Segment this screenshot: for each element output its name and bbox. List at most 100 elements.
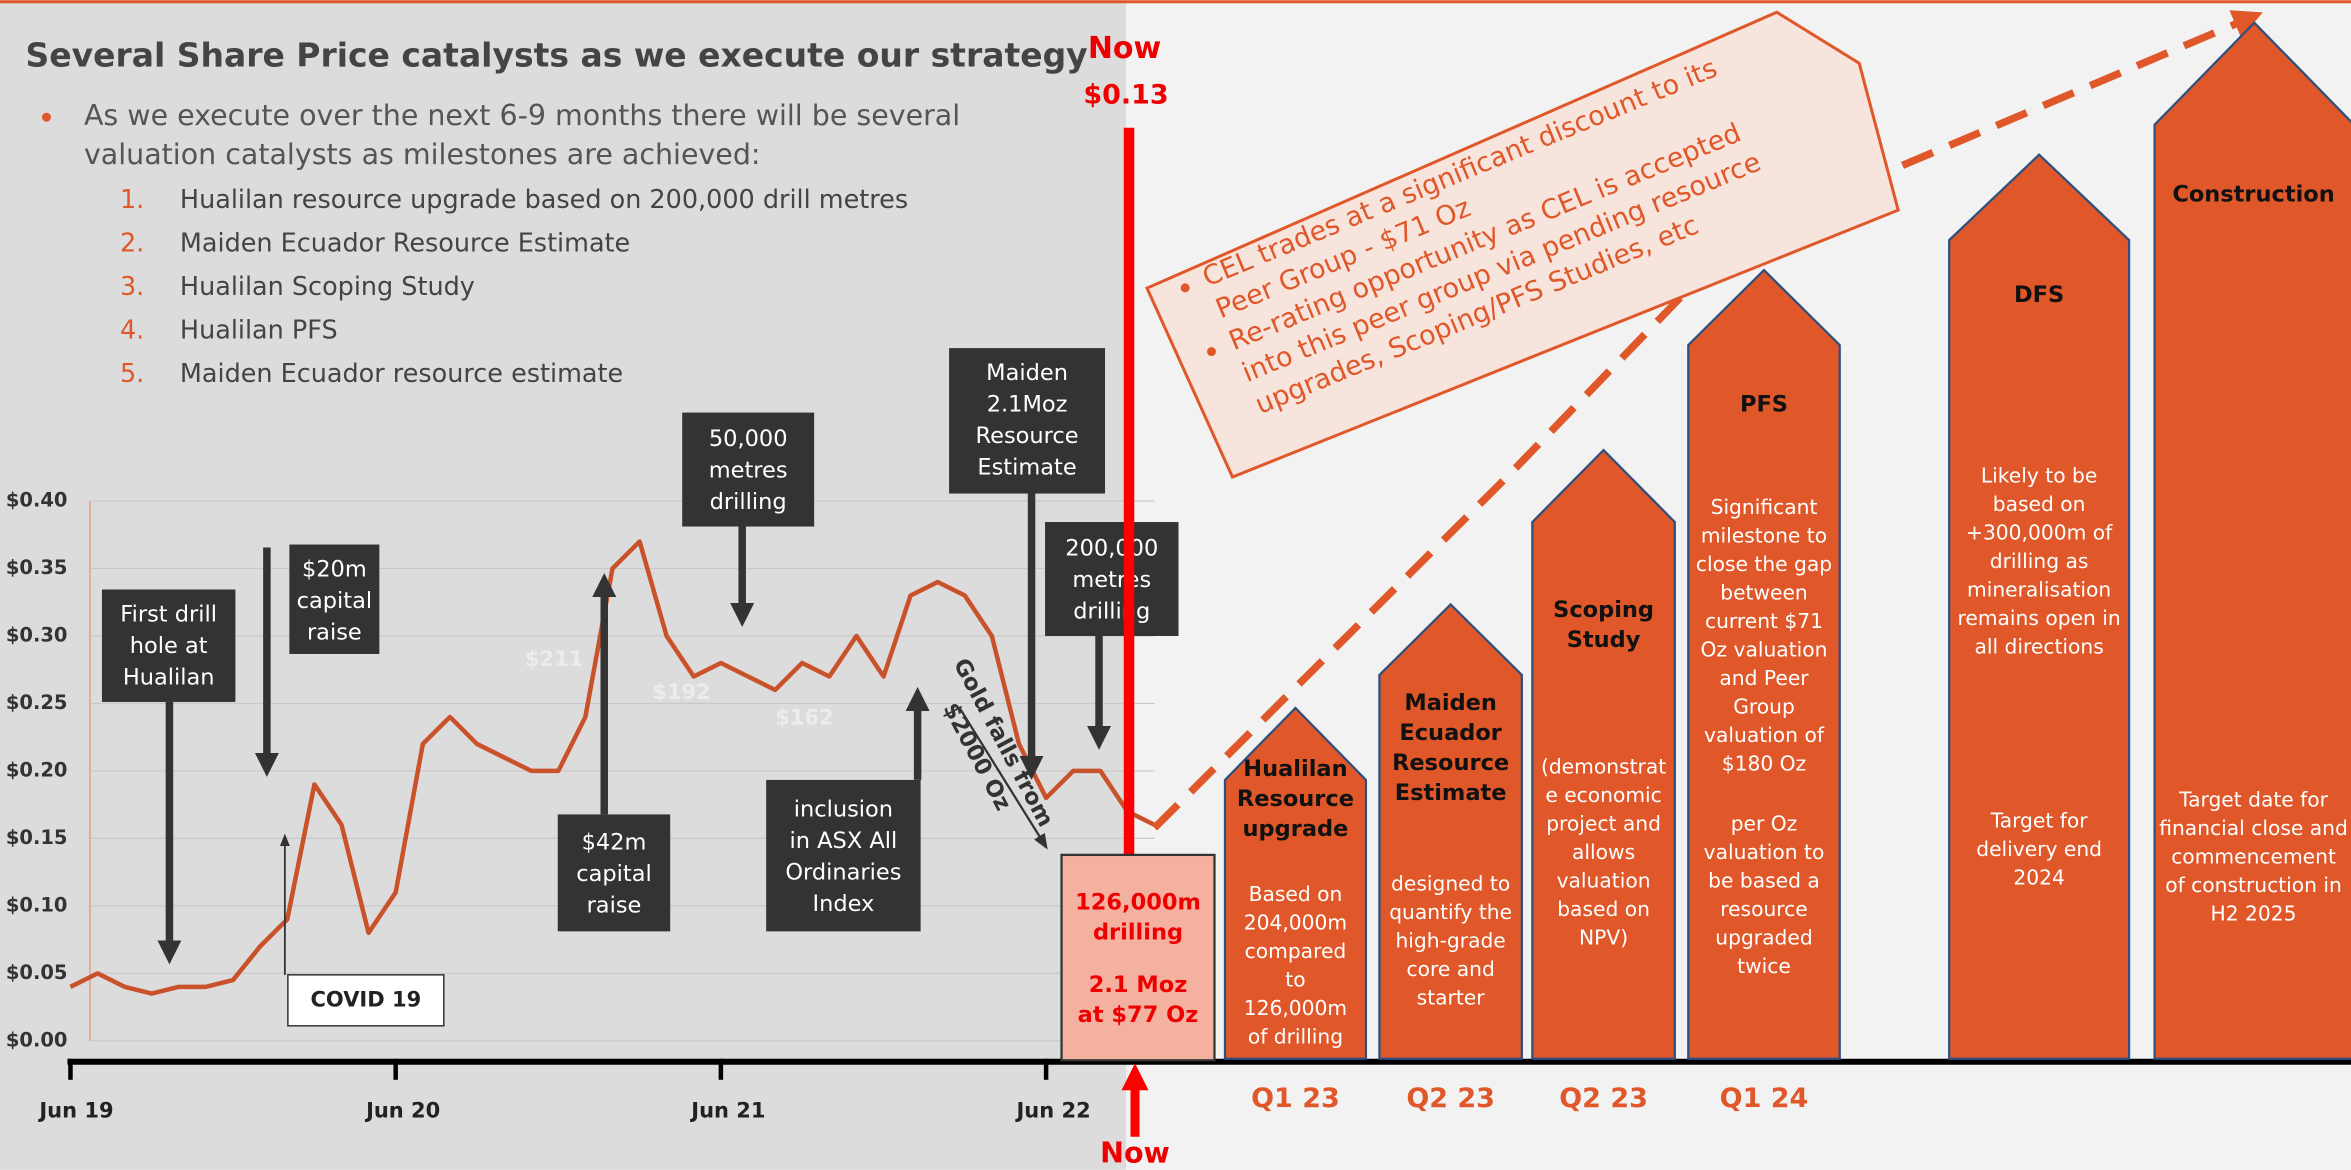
callout-bullet — [1180, 283, 1190, 293]
stage-desc: remains open in — [1958, 606, 2121, 630]
stage-arrow — [1948, 153, 2131, 1060]
stage-desc: and Peer — [1719, 666, 1809, 690]
callout-bullet — [1207, 347, 1217, 357]
stage-quarter: Q2 23 — [1559, 1083, 1648, 1114]
stage-quarter: Q2 23 — [1406, 1083, 1495, 1114]
stage-quarter: Q1 23 — [1251, 1083, 1340, 1114]
stage-desc: (demonstrat — [1541, 754, 1666, 778]
stage-desc: Target date for — [2178, 787, 2329, 811]
annotation-box — [101, 589, 236, 702]
stage-desc: current $71 — [1705, 609, 1823, 633]
stage-desc: +300,000m of — [1966, 521, 2113, 545]
box-text: drilling — [1093, 919, 1183, 945]
stage-desc: Target for — [1990, 808, 2089, 832]
item-text: Maiden Ecuador Resource Estimate — [180, 229, 630, 259]
annotation-text: 50,000 — [709, 426, 788, 452]
stage-desc: 204,000m — [1244, 910, 1347, 934]
stage-arrow — [1223, 706, 1368, 1060]
stage-desc: designed to — [1391, 871, 1510, 895]
annotation-text: Ordinaries — [785, 859, 901, 885]
faint-label: $211 — [525, 647, 583, 671]
stage-name: Ecuador — [1399, 720, 1502, 746]
bullet-dot — [41, 112, 51, 122]
stage-arrow — [1531, 448, 1676, 1060]
stage-name: Study — [1567, 627, 1641, 653]
annotation-text: capital — [576, 861, 652, 887]
annotation-box — [557, 814, 671, 932]
covid-box — [287, 974, 445, 1027]
item-text: Hualilan resource upgrade based on 200,0… — [180, 185, 908, 215]
annotation-text: Index — [812, 891, 874, 917]
stage-name: Hualilan — [1243, 756, 1347, 782]
annotation-box — [949, 348, 1106, 494]
y-tick-label: $0.30 — [6, 623, 68, 646]
stage-desc: resource — [1720, 897, 1808, 921]
y-tick-label: $0.25 — [6, 691, 68, 714]
y-tick-label: $0.40 — [6, 489, 68, 512]
covid-label: COVID 19 — [311, 987, 422, 1011]
stage-desc: 2024 — [2013, 865, 2064, 889]
annotation-text: Resource — [976, 423, 1079, 449]
stage-name: Resource — [1392, 750, 1509, 776]
stage-desc: drilling as — [1990, 549, 2089, 573]
bullet-text: As we execute over the next 6-9 months t… — [84, 99, 960, 132]
stage-arrow — [1687, 268, 1841, 1060]
stage-name: upgrade — [1243, 816, 1349, 842]
stage-name: Estimate — [1395, 780, 1507, 806]
price-line — [69, 539, 1156, 996]
stage-desc: Based on — [1249, 882, 1343, 906]
trend-arrow — [1760, 10, 2263, 229]
stage-desc: Significant — [1711, 495, 1818, 519]
now-top: Now — [1088, 31, 1161, 66]
drilling-box — [1060, 853, 1216, 1062]
stage-desc: valuation of — [1704, 723, 1825, 747]
stage-desc: H2 2025 — [2211, 901, 2297, 925]
annotation-text: Hualilan — [123, 664, 215, 690]
stage-quarter: Q1 24 — [1720, 1083, 1809, 1114]
annotation-text: raise — [587, 892, 642, 918]
annotation-text: First drill — [120, 601, 217, 627]
stage-desc: based on — [1993, 492, 2086, 516]
stage-desc: financial close and — [2159, 816, 2348, 840]
stage-desc: starter — [1417, 985, 1486, 1009]
stage-name: Construction — [2172, 182, 2334, 208]
annotation-text: inclusion — [794, 796, 893, 822]
annotation-box — [1045, 522, 1179, 636]
y-tick-label: $0.20 — [6, 758, 68, 781]
item-number: 3. — [120, 272, 144, 302]
stage-name: Resource — [1237, 786, 1354, 812]
stage-desc: per Oz — [1731, 811, 1798, 835]
stage-desc: between — [1720, 580, 1808, 604]
stage-desc: delivery end — [1976, 837, 2102, 861]
stage-desc: to — [1285, 967, 1305, 991]
annotation-text: $42m — [582, 829, 647, 855]
price-now: $0.13 — [1083, 80, 1168, 111]
x-tick-label: Jun 22 — [1015, 1098, 1091, 1122]
slide-title: Several Share Price catalysts as we exec… — [25, 36, 1087, 75]
box-text: 2.1 Moz — [1089, 972, 1188, 998]
y-tick-label: $0.35 — [6, 556, 68, 579]
annotation-text: raise — [307, 619, 362, 645]
stage-desc: milestone to — [1701, 524, 1827, 548]
trend-arrow — [1151, 241, 1735, 831]
annotation-text: 200,000 — [1065, 536, 1158, 562]
annotation-text: capital — [297, 588, 373, 614]
stage-name: PFS — [1740, 392, 1788, 418]
annotation-text: 2.1Moz — [987, 392, 1068, 418]
stage-desc: be based a — [1708, 868, 1820, 892]
faint-label: $162 — [775, 705, 833, 729]
annotation-text: drilling — [1073, 598, 1150, 624]
stage-desc: mineralisation — [1967, 577, 2111, 601]
stage-desc: Likely to be — [1981, 464, 2097, 488]
y-tick-label: $0.00 — [6, 1028, 68, 1051]
y-tick-label: $0.10 — [6, 893, 68, 916]
annotation-text: metres — [1072, 567, 1151, 593]
annotation-text: hole at — [130, 633, 208, 659]
item-number: 1. — [120, 185, 144, 215]
bullet-text: valuation catalysts as milestones are ac… — [84, 138, 761, 171]
stage-desc: upgraded — [1715, 925, 1812, 949]
y-tick-label: $0.05 — [6, 961, 68, 984]
x-tick-label: Jun 19 — [37, 1098, 113, 1122]
stage-desc: $180 Oz — [1722, 751, 1806, 775]
gold-arrow — [958, 707, 1048, 850]
